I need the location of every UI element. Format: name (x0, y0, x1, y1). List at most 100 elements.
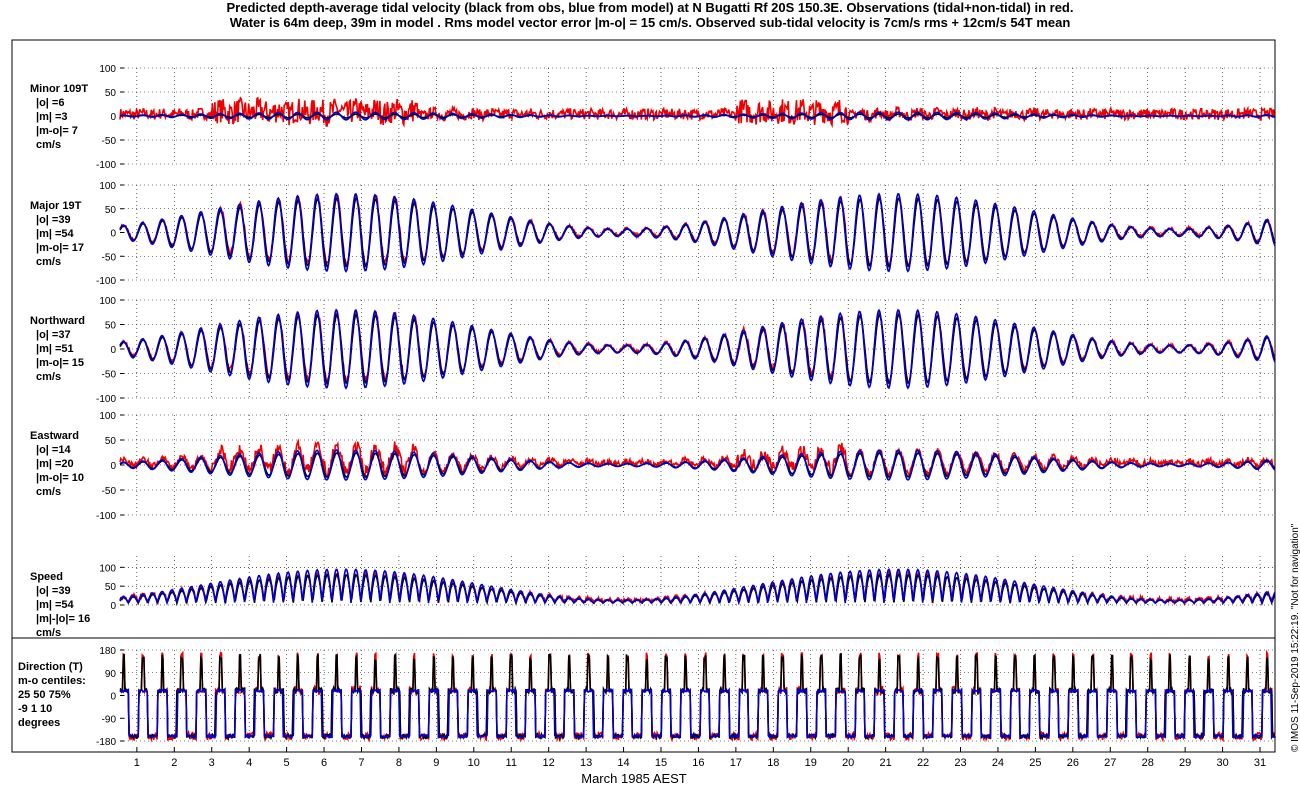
panel-label-line: |m-o|= 15 (36, 357, 84, 369)
x-tick-label: 26 (1067, 757, 1079, 769)
panel-label-line: 25 50 75% (18, 689, 71, 701)
panel-label-line: m-o centiles: (18, 675, 86, 687)
panel-label-line: |o| =39 (36, 585, 71, 597)
series-layer (119, 96, 1276, 743)
model-series-line (119, 686, 1276, 741)
x-tick-label: 18 (767, 757, 779, 769)
panel-label-line: |m|-|o|= 16 (36, 613, 90, 625)
y-tick-label: -180 (96, 737, 116, 748)
x-tick-label: 17 (730, 757, 742, 769)
panel-label-line: |o| =6 (36, 97, 64, 109)
panel-label-line: cm/s (36, 371, 61, 383)
y-tick-label: -50 (102, 370, 117, 381)
x-tick-label: 23 (954, 757, 966, 769)
panel-labels: 100 50 0 -50 -100 Minor 109T |o| =6 |m| =3 |m-o|… (18, 64, 116, 748)
x-tick-label: 22 (917, 757, 929, 769)
x-tick-label: 27 (1104, 757, 1116, 769)
panel-label-line: |m| =54 (36, 228, 75, 240)
panel-label-line: Northward (30, 315, 85, 327)
panel-direction (119, 649, 1276, 743)
panel-label-line: |m-o|= 7 (36, 125, 78, 137)
panel-label-line: |m| =20 (36, 458, 74, 470)
y-tick-label: 0 (110, 692, 116, 703)
x-tick-label: 15 (655, 757, 667, 769)
panel-label-line: Speed (30, 571, 63, 583)
y-tick-label: 100 (99, 296, 116, 307)
panel-label-line: Major 19T (30, 200, 82, 212)
y-tick-label: -100 (96, 276, 116, 287)
x-tick-label: 21 (880, 757, 892, 769)
y-tick-label: -50 (102, 136, 117, 147)
y-tick-label: 100 (99, 563, 116, 574)
panel-major (119, 192, 1276, 273)
x-tick-label: 4 (246, 757, 252, 769)
direction-axes-frame (11, 637, 1276, 753)
y-tick-label: 0 (110, 229, 116, 240)
x-tick-label: 1 (134, 757, 140, 769)
y-tick-label: 50 (105, 436, 117, 447)
y-tick-label: 90 (105, 669, 117, 680)
chart-title: Predicted depth-average tidal velocity (… (0, 0, 1300, 30)
panel-label-line: Minor 109T (30, 83, 88, 95)
panel-eastward (119, 438, 1276, 481)
x-tick-label: 25 (1029, 757, 1041, 769)
y-tick-label: 100 (99, 181, 116, 192)
y-tick-label: 50 (105, 582, 117, 593)
x-tick-label: 20 (842, 757, 854, 769)
credit-note: © IMOS 11-Sep-2019 15:22:19. "Not for na… (1290, 523, 1300, 752)
y-tick-label: 0 (110, 461, 116, 472)
y-tick-label: -50 (102, 486, 117, 497)
x-tick-label: 24 (992, 757, 1004, 769)
title-line-2: Water is 64m deep, 39m in model . Rms mo… (229, 15, 1071, 30)
upper-axes-frame (11, 39, 1276, 639)
x-tick-label: 30 (1216, 757, 1228, 769)
y-tick-label: 0 (110, 112, 116, 123)
panel-northward (119, 308, 1276, 390)
x-tick-label: 3 (209, 757, 215, 769)
panel-label-line: |o| =14 (36, 444, 71, 456)
y-tick-label: 100 (99, 64, 116, 75)
x-tick-label: 7 (358, 757, 364, 769)
panel-label-line: Eastward (30, 430, 79, 442)
x-tick-label: 9 (433, 757, 439, 769)
model-series-line (119, 449, 1276, 481)
panel-label-line: |m| =3 (36, 111, 68, 123)
panel-label-line: cm/s (36, 139, 61, 151)
y-tick-label: 0 (110, 601, 116, 612)
grid-layer (120, 67, 1275, 742)
panel-label-line: |m-o|= 10 (36, 472, 84, 484)
model-series-line (119, 308, 1276, 390)
x-tick-label: 12 (543, 757, 555, 769)
y-tick-label: 100 (99, 411, 116, 422)
y-tick-label: -100 (96, 160, 116, 171)
x-tick-labels: 1 2 3 4 5 6 7 8 9 10 11 12 13 14 15 16 17 18 19 20 21 22 23 24 2… (134, 747, 1266, 769)
y-tick-label: 50 (105, 88, 117, 99)
x-tick-label: 31 (1254, 757, 1266, 769)
model-series-line (119, 111, 1276, 121)
panel-label-line: cm/s (36, 486, 61, 498)
x-tick-label: 2 (171, 757, 177, 769)
x-tick-label: 13 (580, 757, 592, 769)
y-tick-label: 0 (110, 345, 116, 356)
y-tick-label: -50 (102, 252, 117, 263)
panel-label-line: cm/s (36, 627, 61, 639)
x-tick-label: 16 (692, 757, 704, 769)
panel-minor (119, 96, 1276, 129)
model-series-line (119, 192, 1276, 273)
panel-label-line: |m| =51 (36, 343, 74, 355)
x-axis-label: March 1985 AEST (581, 771, 687, 786)
x-tick-label: 6 (321, 757, 327, 769)
y-tick-label: -90 (102, 714, 117, 725)
panel-label-line: Direction (T) (18, 661, 83, 673)
x-tick-label: 8 (396, 757, 402, 769)
panel-label-line: |o| =39 (36, 214, 71, 226)
x-tick-label: 29 (1179, 757, 1191, 769)
x-tick-label: 10 (468, 757, 480, 769)
panel-label-line: cm/s (36, 256, 61, 268)
y-tick-label: -100 (96, 394, 116, 405)
panel-label-line: |m| =54 (36, 599, 75, 611)
y-tick-label: 50 (105, 321, 117, 332)
y-tick-label: 50 (105, 205, 117, 216)
panel-label-line: -9 1 10 (18, 703, 52, 715)
